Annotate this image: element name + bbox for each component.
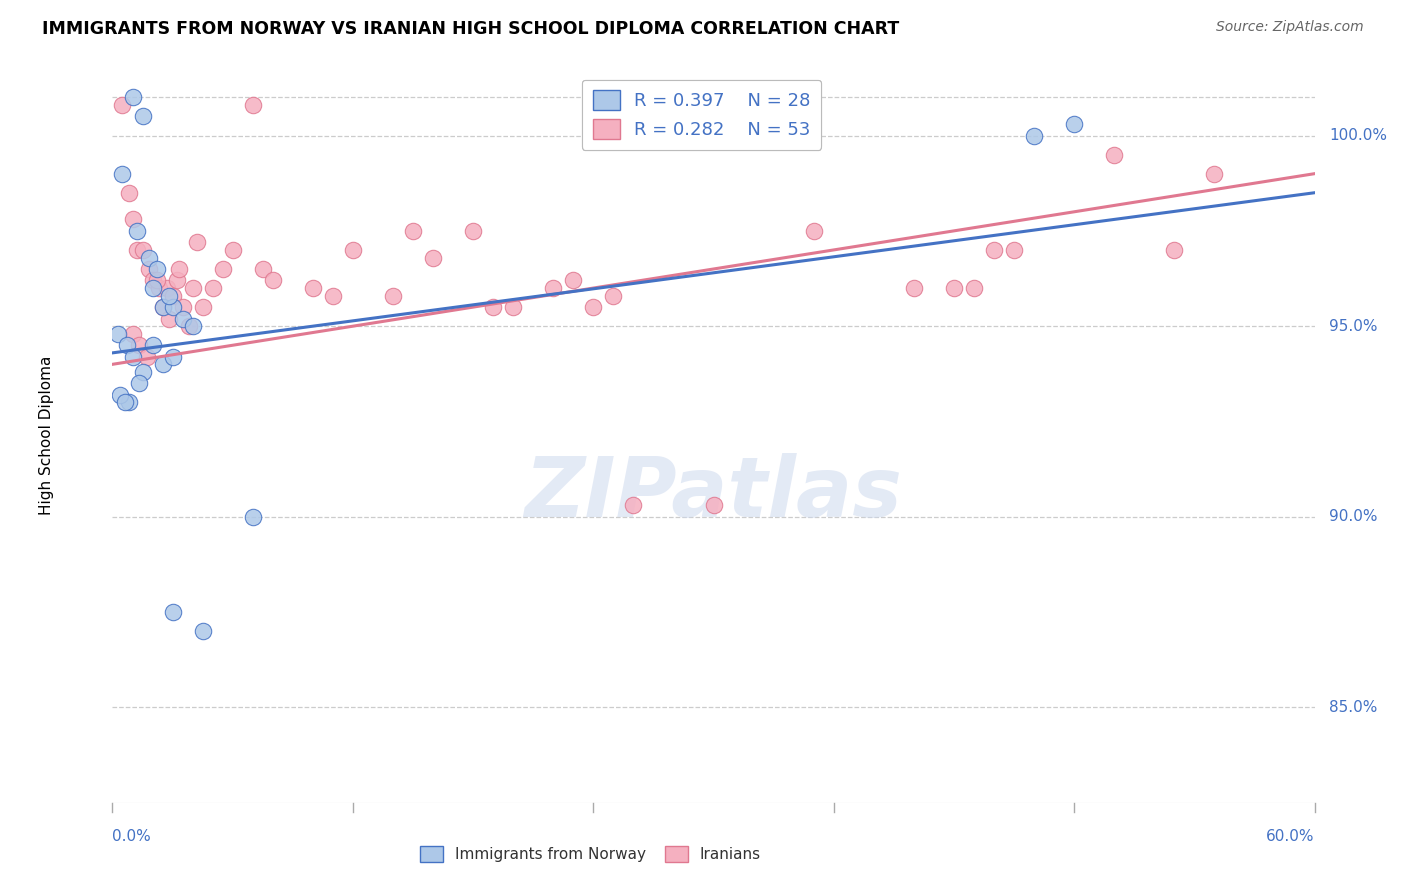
Point bbox=[131, 110, 153, 124]
Point bbox=[145, 273, 167, 287]
Point bbox=[543, 281, 565, 295]
Point bbox=[128, 338, 150, 352]
Point bbox=[803, 224, 825, 238]
Point bbox=[162, 350, 184, 364]
Legend: R = 0.397    N = 28, R = 0.282    N = 53: R = 0.397 N = 28, R = 0.282 N = 53 bbox=[582, 79, 821, 150]
Point bbox=[110, 388, 132, 402]
Point bbox=[602, 288, 624, 302]
Point bbox=[461, 224, 484, 238]
Point bbox=[1002, 243, 1025, 257]
Point bbox=[262, 273, 284, 287]
Point bbox=[1102, 147, 1125, 161]
Point bbox=[138, 262, 160, 277]
Point bbox=[702, 499, 725, 513]
Point bbox=[186, 235, 208, 250]
Point bbox=[201, 281, 224, 295]
Text: 60.0%: 60.0% bbox=[1267, 829, 1315, 844]
Point bbox=[191, 300, 214, 314]
Point bbox=[138, 251, 160, 265]
Point bbox=[152, 300, 174, 314]
Text: IMMIGRANTS FROM NORWAY VS IRANIAN HIGH SCHOOL DIPLOMA CORRELATION CHART: IMMIGRANTS FROM NORWAY VS IRANIAN HIGH S… bbox=[42, 20, 900, 37]
Point bbox=[301, 281, 323, 295]
Point bbox=[172, 311, 194, 326]
Point bbox=[155, 281, 177, 295]
Point bbox=[181, 281, 204, 295]
Point bbox=[162, 288, 184, 302]
Text: 95.0%: 95.0% bbox=[1329, 318, 1378, 334]
Point bbox=[162, 300, 184, 314]
Point bbox=[1163, 243, 1185, 257]
Point bbox=[141, 338, 163, 352]
Text: 100.0%: 100.0% bbox=[1329, 128, 1388, 143]
Text: 0.0%: 0.0% bbox=[112, 829, 152, 844]
Point bbox=[131, 243, 153, 257]
Point bbox=[222, 243, 245, 257]
Point bbox=[242, 509, 264, 524]
Point bbox=[128, 376, 150, 391]
Legend: Immigrants from Norway, Iranians: Immigrants from Norway, Iranians bbox=[413, 840, 768, 868]
Point bbox=[148, 281, 170, 295]
Point bbox=[191, 624, 214, 639]
Point bbox=[342, 243, 364, 257]
Point bbox=[1022, 128, 1045, 143]
Point bbox=[1063, 117, 1085, 131]
Point bbox=[121, 350, 143, 364]
Point bbox=[621, 499, 644, 513]
Point bbox=[166, 273, 188, 287]
Point bbox=[402, 224, 425, 238]
Point bbox=[162, 605, 184, 619]
Point bbox=[381, 288, 405, 302]
Point bbox=[177, 319, 200, 334]
Point bbox=[172, 300, 194, 314]
Point bbox=[211, 262, 233, 277]
Text: ZIPatlas: ZIPatlas bbox=[524, 453, 903, 534]
Point bbox=[125, 243, 148, 257]
Point bbox=[482, 300, 505, 314]
Text: High School Diploma: High School Diploma bbox=[39, 355, 53, 515]
Point bbox=[121, 90, 143, 104]
Point bbox=[167, 262, 190, 277]
Point bbox=[502, 300, 524, 314]
Text: 85.0%: 85.0% bbox=[1329, 700, 1378, 715]
Point bbox=[115, 338, 138, 352]
Point bbox=[121, 326, 143, 341]
Point bbox=[111, 98, 134, 112]
Point bbox=[111, 167, 134, 181]
Point bbox=[141, 281, 163, 295]
Text: Source: ZipAtlas.com: Source: ZipAtlas.com bbox=[1216, 20, 1364, 34]
Point bbox=[1204, 167, 1226, 181]
Point bbox=[145, 262, 167, 277]
Point bbox=[152, 357, 174, 371]
Point bbox=[157, 311, 180, 326]
Point bbox=[157, 288, 180, 302]
Point bbox=[942, 281, 965, 295]
Point bbox=[121, 212, 143, 227]
Point bbox=[582, 300, 605, 314]
Point bbox=[903, 281, 925, 295]
Point bbox=[131, 365, 153, 379]
Point bbox=[152, 300, 174, 314]
Point bbox=[114, 395, 136, 409]
Point bbox=[242, 98, 264, 112]
Point bbox=[117, 395, 139, 409]
Point bbox=[983, 243, 1005, 257]
Point bbox=[135, 350, 157, 364]
Point bbox=[422, 251, 444, 265]
Point bbox=[117, 186, 139, 200]
Point bbox=[963, 281, 986, 295]
Text: 90.0%: 90.0% bbox=[1329, 509, 1378, 524]
Point bbox=[181, 319, 204, 334]
Point bbox=[125, 224, 148, 238]
Point bbox=[562, 273, 585, 287]
Point bbox=[322, 288, 344, 302]
Point bbox=[107, 326, 129, 341]
Point bbox=[141, 273, 163, 287]
Point bbox=[252, 262, 274, 277]
